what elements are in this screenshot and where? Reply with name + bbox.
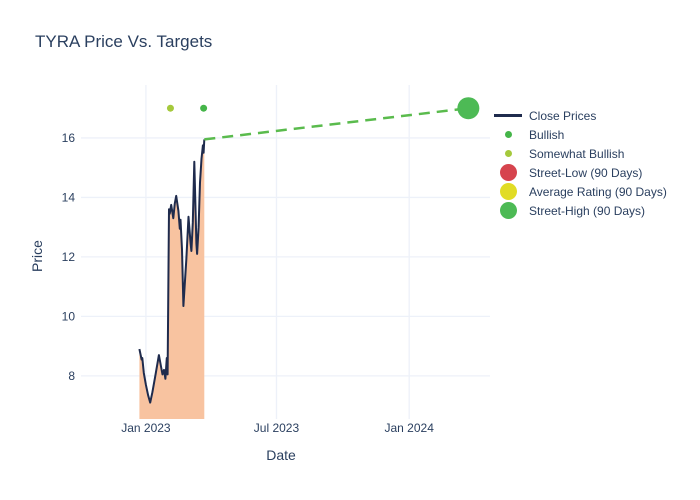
rating-marker-bullish bbox=[200, 104, 208, 112]
x-axis-title: Date bbox=[266, 447, 296, 463]
y-tick-label: 8 bbox=[68, 369, 75, 383]
x-tick-label: Jul 2023 bbox=[254, 421, 300, 435]
legend-item-label: Average Rating (90 Days) bbox=[529, 184, 667, 199]
legend-item-street-low[interactable]: Street-Low (90 Days) bbox=[493, 163, 667, 182]
legend-item-street-high[interactable]: Street-High (90 Days) bbox=[493, 201, 667, 220]
y-tick-label: 16 bbox=[62, 131, 76, 145]
close-prices-fill bbox=[139, 139, 205, 419]
legend-item-somewhat-bullish[interactable]: Somewhat Bullish bbox=[493, 144, 667, 163]
y-tick-label: 10 bbox=[62, 309, 76, 323]
legend: Close Prices Bullish Somewhat Bullish Stree… bbox=[493, 106, 667, 220]
y-axis-title: Price bbox=[29, 240, 45, 272]
somewhat-bullish-legend-marker bbox=[493, 150, 523, 157]
legend-item-label: Bullish bbox=[529, 127, 565, 142]
legend-item-bullish[interactable]: Bullish bbox=[493, 125, 667, 144]
average-rating-legend-marker bbox=[493, 183, 523, 200]
street-low-legend-marker bbox=[493, 164, 523, 181]
y-tick-label: 14 bbox=[62, 190, 76, 204]
legend-item-label: Street-Low (90 Days) bbox=[529, 165, 643, 180]
target-projection-line bbox=[204, 106, 469, 141]
legend-item-label: Somewhat Bullish bbox=[529, 146, 625, 161]
close-prices-line bbox=[138, 139, 206, 404]
y-tick-label: 12 bbox=[62, 250, 76, 264]
street-high-legend-marker bbox=[493, 202, 523, 219]
x-tick-label: Jan 2023 bbox=[121, 421, 171, 435]
street-high-marker bbox=[457, 97, 480, 120]
x-tick-label: Jan 2024 bbox=[385, 421, 435, 435]
legend-item-close-prices[interactable]: Close Prices bbox=[493, 106, 667, 125]
legend-item-label: Close Prices bbox=[529, 108, 597, 123]
rating-marker-somewhat-bullish bbox=[166, 104, 174, 112]
close-prices-legend-marker bbox=[493, 114, 523, 117]
bullish-legend-marker bbox=[493, 131, 523, 138]
legend-item-average-rating[interactable]: Average Rating (90 Days) bbox=[493, 182, 667, 201]
legend-item-label: Street-High (90 Days) bbox=[529, 203, 646, 218]
chart-title: TYRA Price Vs. Targets bbox=[35, 32, 213, 51]
